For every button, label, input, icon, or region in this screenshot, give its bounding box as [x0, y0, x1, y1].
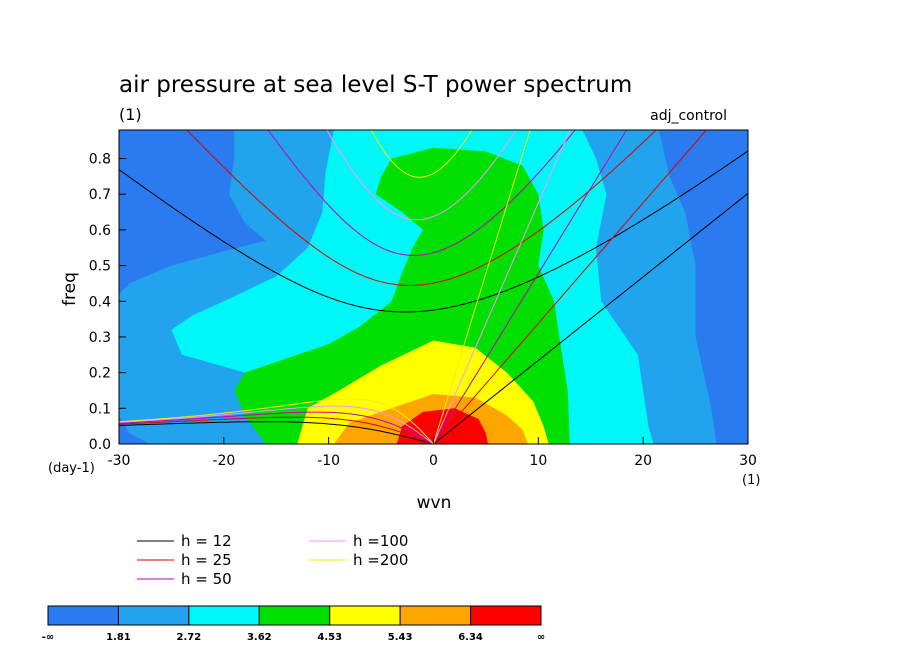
- y-tick-label: 0.2: [89, 366, 111, 382]
- colorbar-swatch: [258, 605, 331, 626]
- y-tick-label: 0.8: [89, 152, 111, 168]
- colorbar-label: 4.53: [317, 632, 342, 643]
- legend-label: h =100: [353, 532, 408, 550]
- rossby-curve-h50: [119, 411, 434, 444]
- colorbar-label: 1.81: [106, 632, 131, 643]
- subtitle-right: adj_control: [650, 108, 727, 124]
- dispersion-curves: [119, 130, 748, 444]
- contour-level-7: [396, 408, 488, 444]
- y-tick-label: 0.5: [89, 259, 111, 275]
- colorbar-swatch: [188, 605, 260, 626]
- contour-fill: [119, 130, 748, 444]
- colorbar-label: 2.72: [177, 632, 202, 643]
- x-tick-label: 20: [634, 453, 652, 469]
- colorbar-label: 6.34: [458, 632, 483, 643]
- y-tick-label: 0.6: [89, 223, 111, 239]
- kelvin-curve-h25: [433, 130, 708, 444]
- colorbar-swatch: [117, 605, 190, 626]
- gravity-curve-h200: [370, 130, 473, 178]
- kelvin-curve-h100: [433, 130, 571, 444]
- colorbar-label: -∞: [42, 632, 54, 643]
- rossby-curve-h200: [119, 398, 434, 444]
- colorbar-swatch: [470, 605, 542, 626]
- colorbar: -∞ 1.81 2.72 3.62 4.53 5.43 6.34 ∞: [42, 605, 545, 643]
- x-axis-label: wvn: [417, 493, 452, 513]
- x-tick-label: -10: [317, 453, 340, 469]
- axes: -30 -20 -10 0 10 20 30 0.0 0.1 0.2 0.3 0.4 0.5 0.6 0.7…: [89, 152, 757, 469]
- subtitle-left: (1): [119, 105, 142, 124]
- gravity-curve-h100: [326, 130, 517, 221]
- rossby-curve-h25: [119, 416, 434, 444]
- legend-label: h = 25: [181, 551, 232, 569]
- y-unit-label: (day-1): [48, 461, 95, 476]
- x-tick-label: -30: [108, 453, 131, 469]
- y-axis-label: freq: [60, 272, 80, 306]
- legend-label: h = 50: [181, 570, 232, 588]
- x-unit-label: (1): [742, 473, 760, 488]
- rossby-curve-h100: [119, 405, 434, 444]
- legend-label: h = 12: [181, 532, 232, 550]
- y-tick-label: 0.7: [89, 187, 111, 203]
- legend-label: h =200: [353, 551, 408, 569]
- x-tick-label: 30: [739, 453, 757, 469]
- x-tick-label: 10: [529, 453, 547, 469]
- chart-title: air pressure at sea level S-T power spec…: [119, 72, 632, 98]
- x-tick-label: 0: [429, 453, 438, 469]
- kelvin-curve-h50: [433, 130, 628, 444]
- gravity-curve-h50: [267, 130, 576, 256]
- colorbar-label: ∞: [537, 632, 545, 643]
- colorbar-swatch: [329, 605, 401, 626]
- y-tick-label: 0.3: [89, 330, 111, 346]
- y-tick-label: 0.0: [89, 437, 111, 453]
- colorbar-label: 5.43: [388, 632, 413, 643]
- gravity-curve-h25: [186, 130, 658, 286]
- x-tick-label: -20: [212, 453, 235, 469]
- kelvin-curve-h200: [433, 130, 531, 444]
- y-tick-label: 0.1: [89, 401, 111, 417]
- colorbar-swatch: [47, 605, 119, 626]
- colorbar-swatch: [399, 605, 472, 626]
- y-tick-label: 0.4: [89, 294, 111, 310]
- gravity-curve-h12: [119, 150, 748, 313]
- kelvin-curve-h12: [433, 192, 748, 444]
- colorbar-label: 3.62: [247, 632, 272, 643]
- rossby-curve-h12: [119, 421, 434, 444]
